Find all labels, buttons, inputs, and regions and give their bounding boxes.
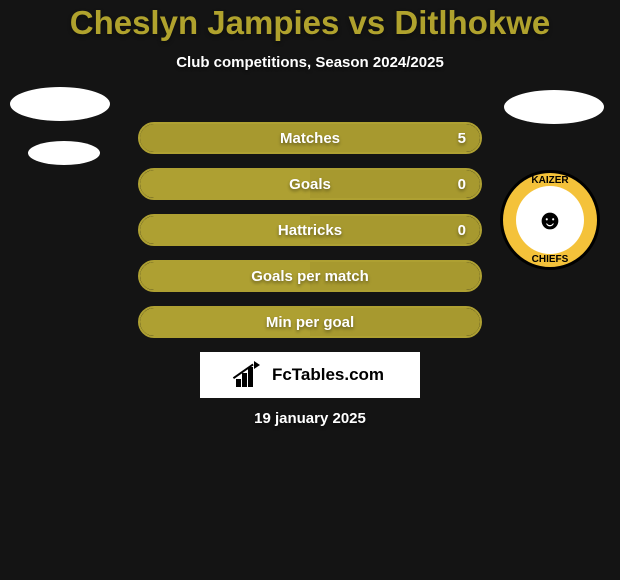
stat-bar: Min per goal [138,306,482,338]
infographic-date: 19 january 2025 [0,410,620,427]
stat-bars: Matches5Goals0Hattricks0Goals per matchM… [138,122,482,352]
fctables-icon [236,363,266,387]
stat-bar-value-right: 0 [458,170,466,198]
page-title: Cheslyn Jampies vs Ditlhokwe [0,0,620,42]
crest-shape [28,141,100,165]
stat-bar-label: Min per goal [140,308,480,336]
fctables-logo: FcTables.com [200,352,420,398]
player-right-crest: ☻ KAIZER CHIEFS [500,90,610,270]
crest-shape [10,87,110,121]
stat-bar-label: Matches [140,124,480,152]
stat-bar: Goals0 [138,168,482,200]
crest-badge-inner: ☻ [516,186,584,254]
crest-text-bottom: CHIEFS [500,254,600,265]
stat-bar: Matches5 [138,122,482,154]
crest-text-top: KAIZER [500,175,600,186]
stat-bar-label: Goals per match [140,262,480,290]
chief-icon: ☻ [535,204,564,236]
stat-bar-label: Hattricks [140,216,480,244]
player-left-crest [10,87,110,187]
stat-bar: Hattricks0 [138,214,482,246]
fctables-text: FcTables.com [272,365,384,385]
page-subtitle: Club competitions, Season 2024/2025 [0,54,620,71]
crest-shape [504,90,604,124]
stat-bar-value-right: 5 [458,124,466,152]
stat-bar-value-right: 0 [458,216,466,244]
stat-bar: Goals per match [138,260,482,292]
stat-bar-label: Goals [140,170,480,198]
comparison-infographic: Cheslyn Jampies vs Ditlhokwe Club compet… [0,0,620,580]
